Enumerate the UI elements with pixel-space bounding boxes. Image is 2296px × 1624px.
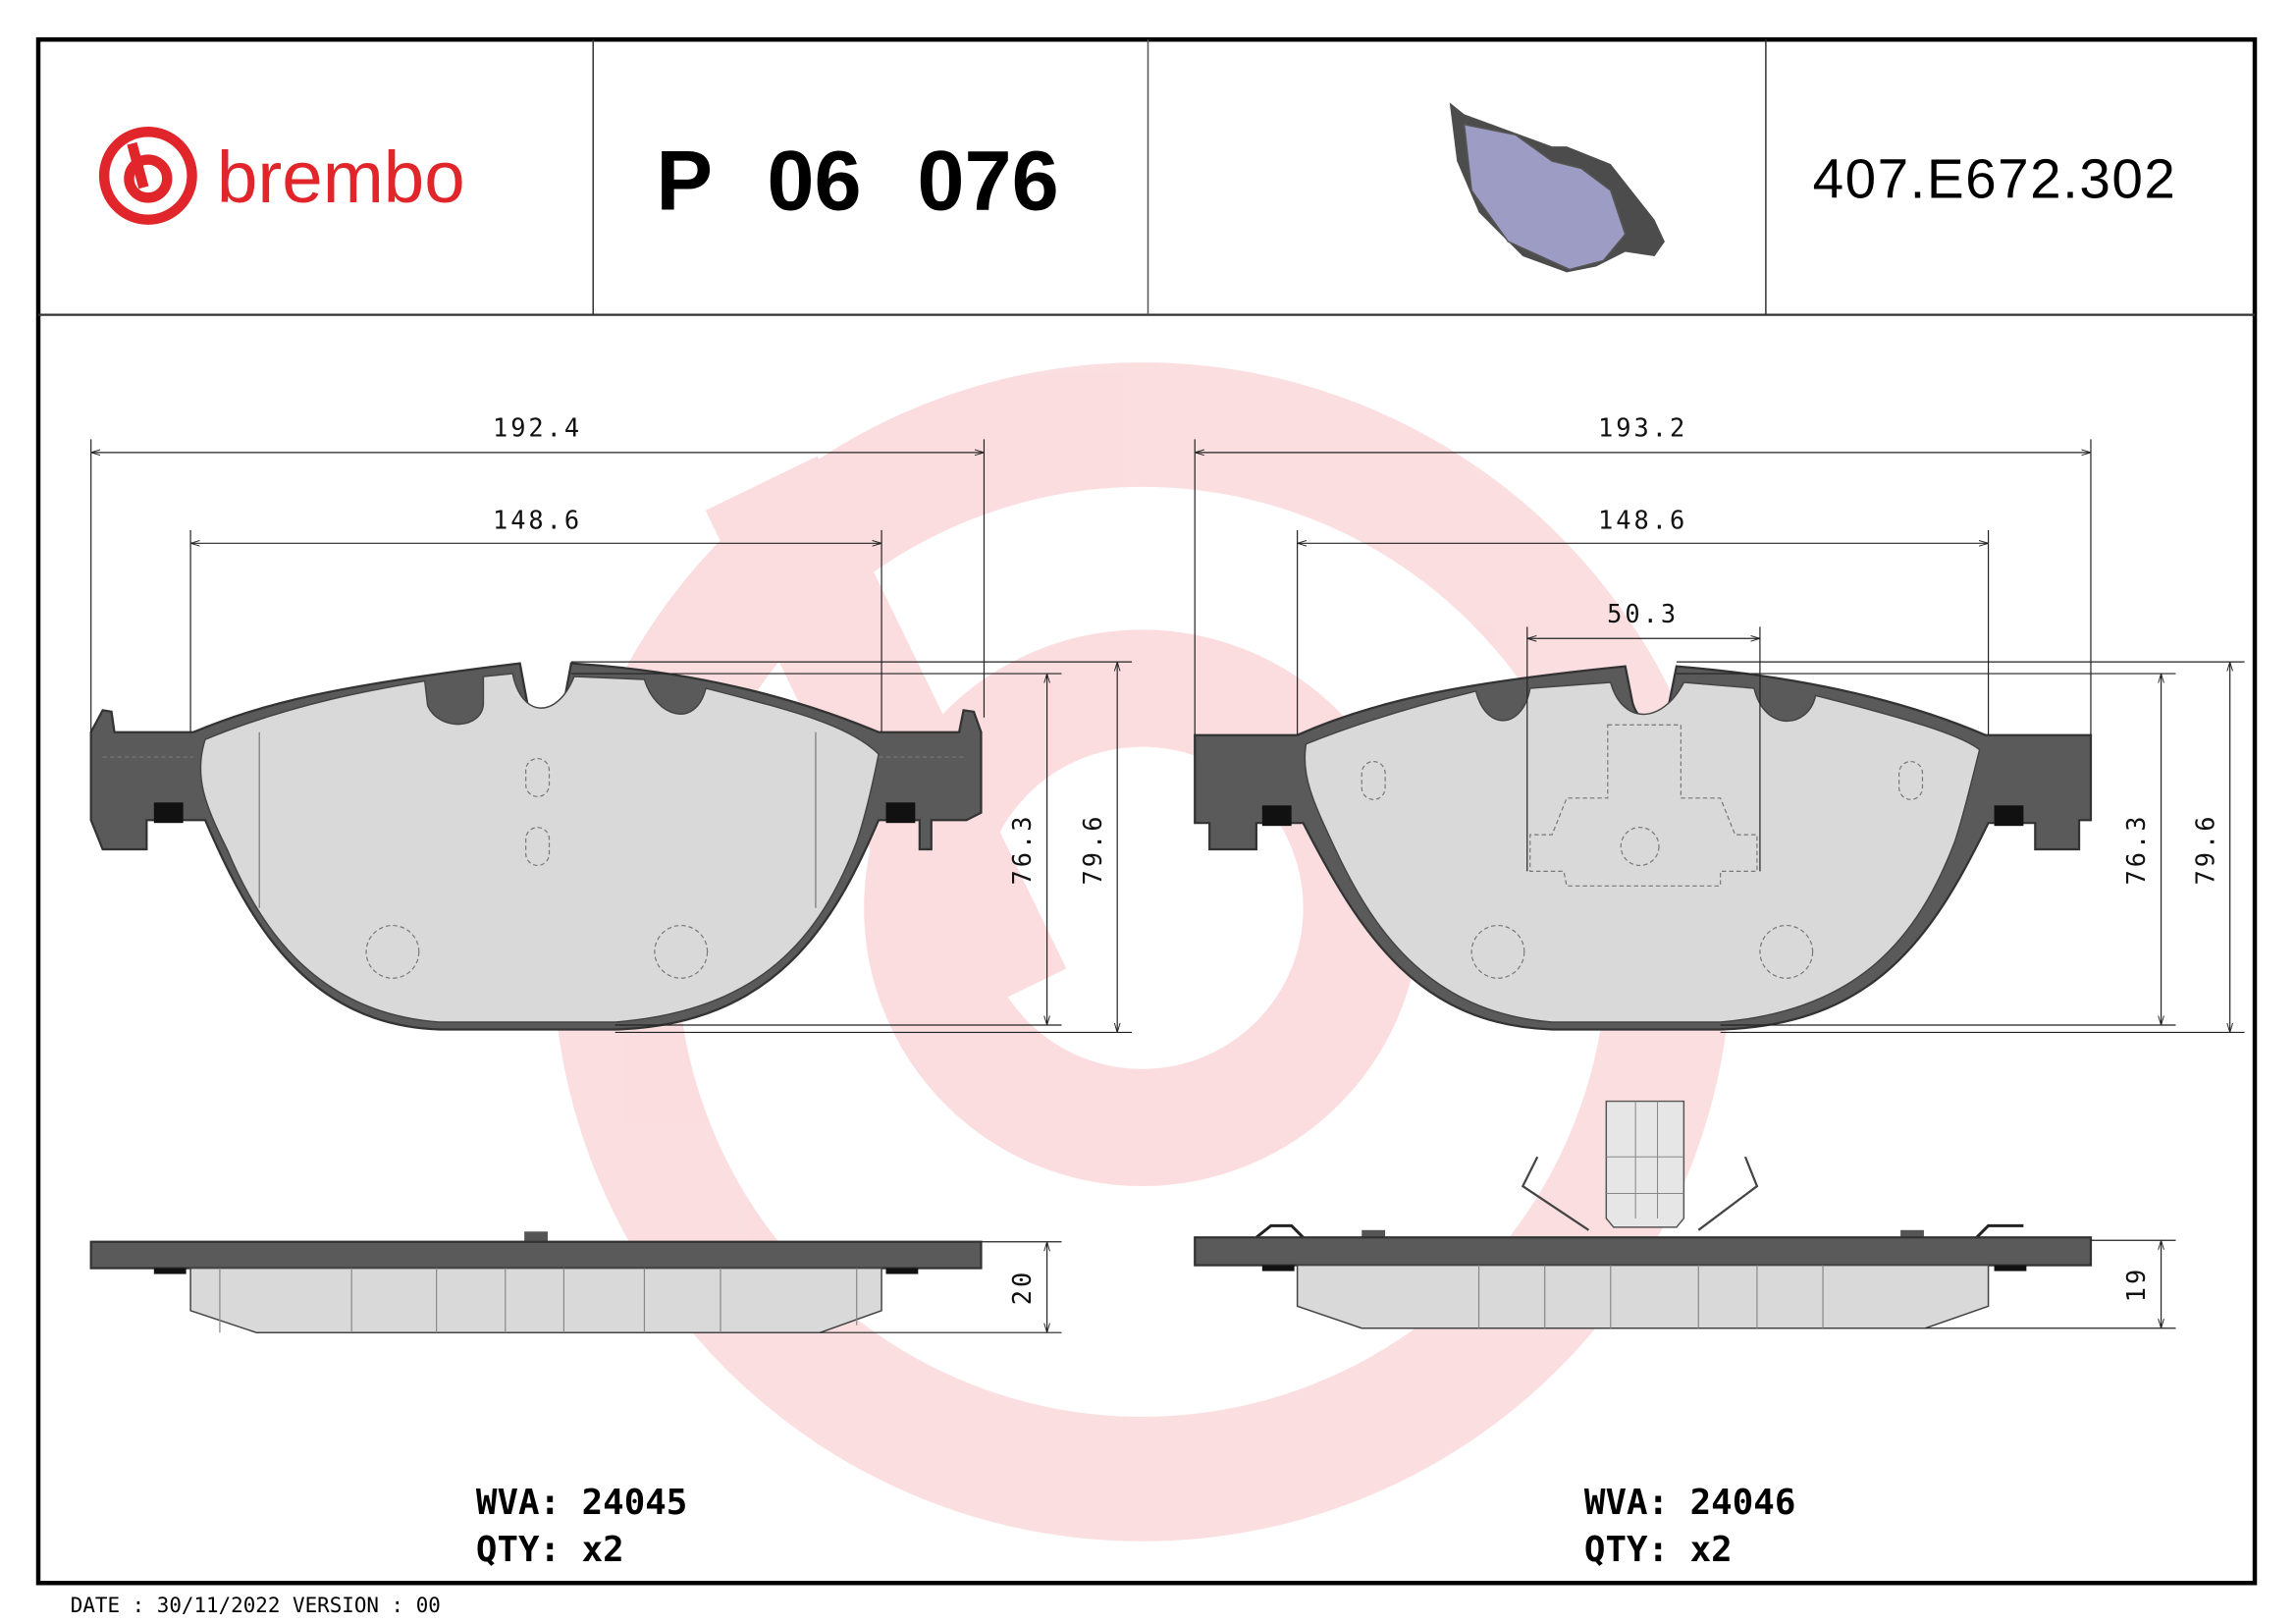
dim-height-inner: 76.3 <box>1007 814 1037 886</box>
right-pad-top-view <box>1194 665 2093 1031</box>
right-qty-label: QTY: x2 <box>1584 1530 1733 1570</box>
date-version: DATE : 30/11/2022 VERSION : 00 <box>71 1594 441 1617</box>
right-pad-side-view: 19 <box>1194 1100 2176 1329</box>
right-pad-dimensions: 193.2 148.6 50.3 76.3 79.6 <box>1194 412 2245 1034</box>
reference-number: 407.E672.302 <box>1813 148 2177 210</box>
product-code: P 06 076 <box>656 134 1058 228</box>
left-wva-label: WVA: 24045 <box>476 1483 687 1523</box>
brembo-logo: brembo <box>98 127 465 225</box>
sheet-frame <box>35 37 2258 1586</box>
dim-thickness: 20 <box>1007 1270 1037 1305</box>
left-pad-side-view: 20 <box>89 1231 1062 1333</box>
dim-sensor-width: 50.3 <box>1607 599 1679 628</box>
right-wva-label: WVA: 24046 <box>1584 1483 1795 1523</box>
dim-thickness: 19 <box>2121 1267 2151 1302</box>
left-pad-dimensions: 192.4 148.6 76.3 79.6 <box>90 412 1133 1034</box>
brand-name: brembo <box>217 135 465 218</box>
dim-height-inner: 76.3 <box>2121 814 2151 886</box>
left-pad-top-view <box>89 662 983 1031</box>
dim-friction-width: 148.6 <box>1598 505 1687 534</box>
brembo-logo-icon <box>98 127 197 225</box>
dim-overall-width: 192.4 <box>493 412 582 442</box>
dim-height-outer: 79.6 <box>1078 814 1107 886</box>
dim-friction-width: 148.6 <box>493 505 582 534</box>
pad-preview-image <box>1449 102 1665 273</box>
dim-height-outer: 79.6 <box>2190 814 2219 886</box>
left-qty-label: QTY: x2 <box>476 1530 624 1570</box>
dim-overall-width: 193.2 <box>1598 412 1687 442</box>
